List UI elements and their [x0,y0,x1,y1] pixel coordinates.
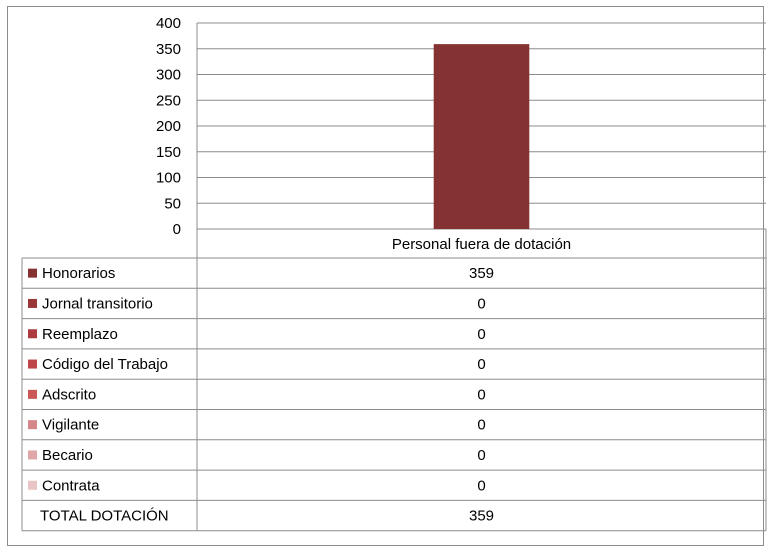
series-name: Contrata [42,477,100,494]
y-tick-label: 250 [156,92,181,109]
legend-key [28,359,37,369]
series-name: Jornal transitorio [42,295,153,312]
legend-key [28,480,37,490]
data-label: 0 [477,477,485,494]
series-name: Reemplazo [42,326,118,343]
y-tick-label: 50 [164,195,181,212]
data-label: 0 [477,295,485,312]
y-tick-label: 300 [156,67,181,84]
y-tick-label: 200 [156,118,181,135]
legend-key [28,420,37,430]
data-table: Personal fuera de dotación Honorarios 359 J… [21,229,767,532]
y-tick-label: 350 [156,41,181,58]
bars [433,44,530,229]
data-label: 359 [469,265,494,282]
category-label: Personal fuera de dotación [392,236,571,253]
series-name: Adscrito [42,386,96,403]
y-axis-tick-labels: 0 50 100 150 200 250 300 350 400 [156,15,181,238]
data-label: 0 [477,386,485,403]
total-value: 359 [469,508,494,525]
legend-key [28,268,37,278]
y-tick-label: 400 [156,15,181,32]
legend-key [28,389,37,399]
y-tick-label: 150 [156,144,181,161]
legend-key [28,329,37,339]
bar [433,44,530,229]
data-label: 0 [477,356,485,373]
data-label: 0 [477,326,485,343]
y-tick-label: 100 [156,170,181,187]
legend-key [28,298,37,308]
y-tick-label: 0 [173,221,181,238]
legend-key [28,450,37,460]
chart-frame [7,6,764,546]
series-name: Código del Trabajo [42,356,168,373]
series-name: Vigilante [42,417,99,434]
series-name: Honorarios [42,265,115,282]
data-label: 0 [477,417,485,434]
total-row-label: TOTAL DOTACIÓN [40,508,169,525]
series-name: Becario [42,447,93,464]
data-label: 0 [477,447,485,464]
